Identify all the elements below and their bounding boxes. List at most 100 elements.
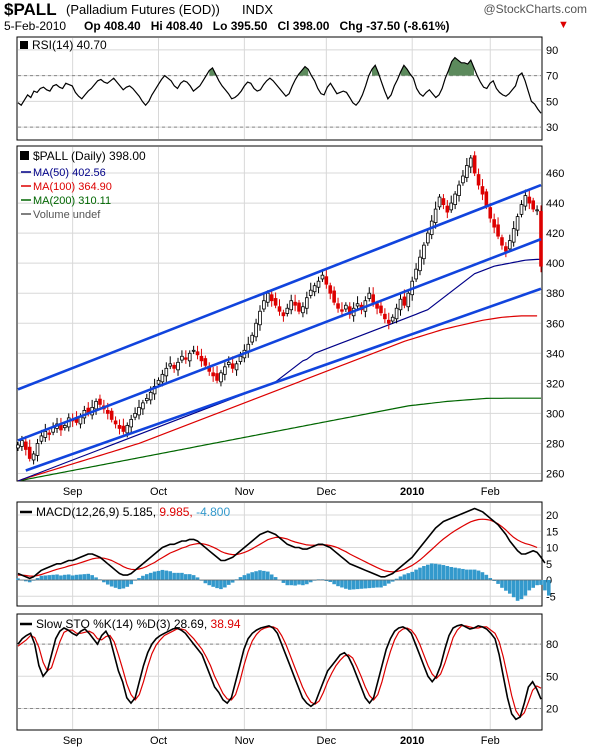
candle-body bbox=[340, 309, 344, 312]
candle-body bbox=[258, 310, 262, 326]
macd-histogram-bar bbox=[347, 580, 352, 590]
source-label: @StockCharts.com bbox=[483, 2, 587, 16]
macd-panel-frame bbox=[16, 501, 543, 607]
candle-body bbox=[461, 175, 465, 184]
price-label: $PALL (Daily) 398.00 bbox=[33, 149, 146, 163]
macd-histogram-bar bbox=[246, 573, 251, 580]
macd-histogram-bar bbox=[429, 563, 434, 580]
macd-histogram-bar bbox=[449, 567, 454, 580]
macd-histogram-bar bbox=[367, 580, 372, 589]
macd-histogram-bar bbox=[414, 569, 418, 580]
macd-histogram-bar bbox=[63, 574, 67, 580]
macd-histogram-bar bbox=[258, 570, 262, 580]
candle-body bbox=[535, 209, 539, 212]
candle-body bbox=[180, 355, 184, 361]
candle-body bbox=[148, 391, 153, 401]
macd-histogram-bar bbox=[59, 575, 63, 580]
macd-label-part: 9.985, bbox=[159, 505, 196, 519]
candle-body bbox=[39, 435, 44, 442]
candle-body bbox=[59, 425, 63, 431]
x-tick-label: Feb bbox=[481, 735, 500, 747]
candle-body bbox=[215, 373, 219, 381]
macd-histogram-bar bbox=[152, 571, 157, 580]
macd-histogram-bar bbox=[148, 572, 153, 580]
candle-body bbox=[308, 289, 313, 296]
down-arrow-icon: ▼ bbox=[558, 19, 569, 31]
macd-histogram-bar bbox=[363, 580, 368, 589]
macd-histogram-bar bbox=[527, 580, 532, 591]
macd-histogram-bar bbox=[129, 580, 133, 585]
candle-body bbox=[226, 361, 231, 365]
sto-d-line bbox=[17, 625, 542, 719]
y-tick-label: 360 bbox=[546, 318, 564, 330]
candle-body bbox=[285, 307, 290, 314]
macd-histogram-bar bbox=[117, 580, 122, 590]
macd-histogram-bar bbox=[226, 580, 231, 585]
candle-body bbox=[172, 364, 176, 369]
macd-histogram-bar bbox=[535, 580, 539, 586]
macd-histogram-bar bbox=[254, 571, 258, 580]
macd-histogram-bar bbox=[164, 570, 169, 580]
candle-body bbox=[164, 367, 169, 377]
macd-histogram-bar bbox=[398, 576, 403, 580]
candle-body bbox=[24, 441, 28, 450]
candle-body bbox=[398, 298, 403, 311]
macd-histogram-bar bbox=[176, 572, 180, 580]
candle-body bbox=[43, 431, 48, 438]
y-tick-label: 20 bbox=[546, 704, 558, 716]
candle-body bbox=[16, 444, 20, 449]
macd-histogram-bar bbox=[39, 575, 44, 580]
macd-histogram-bar bbox=[328, 580, 333, 582]
macd-histogram-bar bbox=[351, 580, 356, 590]
sto-label-part: 38.94 bbox=[211, 617, 241, 631]
macd-histogram-bar bbox=[379, 580, 383, 588]
macd-histogram-bar bbox=[543, 580, 547, 591]
macd-histogram-bar bbox=[406, 573, 411, 580]
macd-histogram-bar bbox=[43, 575, 48, 580]
x-tick-label: Feb bbox=[481, 486, 500, 498]
macd-histogram-bar bbox=[215, 580, 219, 589]
candle-body bbox=[465, 165, 469, 178]
candle-body bbox=[199, 355, 204, 362]
rsi-panel: 30 50 70 90 RSI(14) 40.70 bbox=[16, 36, 558, 141]
macd-histogram-bar bbox=[515, 580, 520, 601]
candle-body bbox=[371, 294, 375, 303]
legend-entry: MA(200) 310.11 bbox=[33, 195, 111, 207]
macd-histogram-bar bbox=[168, 571, 173, 580]
macd-histogram-bar bbox=[86, 573, 91, 580]
y-tick-label: 340 bbox=[546, 348, 564, 360]
macd-histogram-bar bbox=[74, 574, 79, 580]
rsi-overbought-fill bbox=[298, 66, 309, 76]
macd-histogram-bar bbox=[242, 575, 247, 580]
candle-body bbox=[504, 246, 508, 252]
candle-body bbox=[531, 200, 535, 210]
macd-histogram-bar bbox=[410, 571, 415, 580]
macd-histogram-bar bbox=[121, 580, 126, 589]
sto-k-line bbox=[17, 623, 542, 721]
price-panel: 260 280 300 320 340 360 380 400 420 440 460 $PALL (… bbox=[16, 145, 564, 498]
y-tick-label: 90 bbox=[546, 45, 558, 57]
price-legend-swatch bbox=[20, 151, 29, 160]
macd-histogram-bar bbox=[308, 580, 313, 583]
macd-histogram-bar bbox=[94, 577, 98, 580]
rsi-legend-swatch bbox=[20, 41, 28, 49]
trendline bbox=[25, 287, 542, 472]
macd-histogram-bar bbox=[386, 580, 391, 584]
ma50-line bbox=[17, 258, 542, 482]
macd-histogram-bar bbox=[422, 566, 426, 580]
macd-histogram-bar bbox=[539, 580, 543, 585]
candle-body bbox=[113, 420, 118, 425]
candle-body bbox=[203, 358, 208, 366]
candle-body bbox=[109, 410, 114, 420]
candle-body bbox=[511, 228, 516, 243]
candle-body bbox=[262, 300, 266, 310]
candle-body bbox=[480, 186, 485, 195]
macd-histogram-bar bbox=[66, 574, 71, 580]
macd-label-part: MACD(12,26,9) bbox=[36, 505, 123, 519]
candle-body bbox=[375, 303, 379, 309]
y-tick-label: 50 bbox=[546, 96, 558, 108]
candle-body bbox=[355, 303, 360, 307]
macd-histogram-bar bbox=[383, 580, 387, 586]
macd-histogram-bar bbox=[297, 580, 301, 585]
candle-body bbox=[223, 366, 227, 375]
